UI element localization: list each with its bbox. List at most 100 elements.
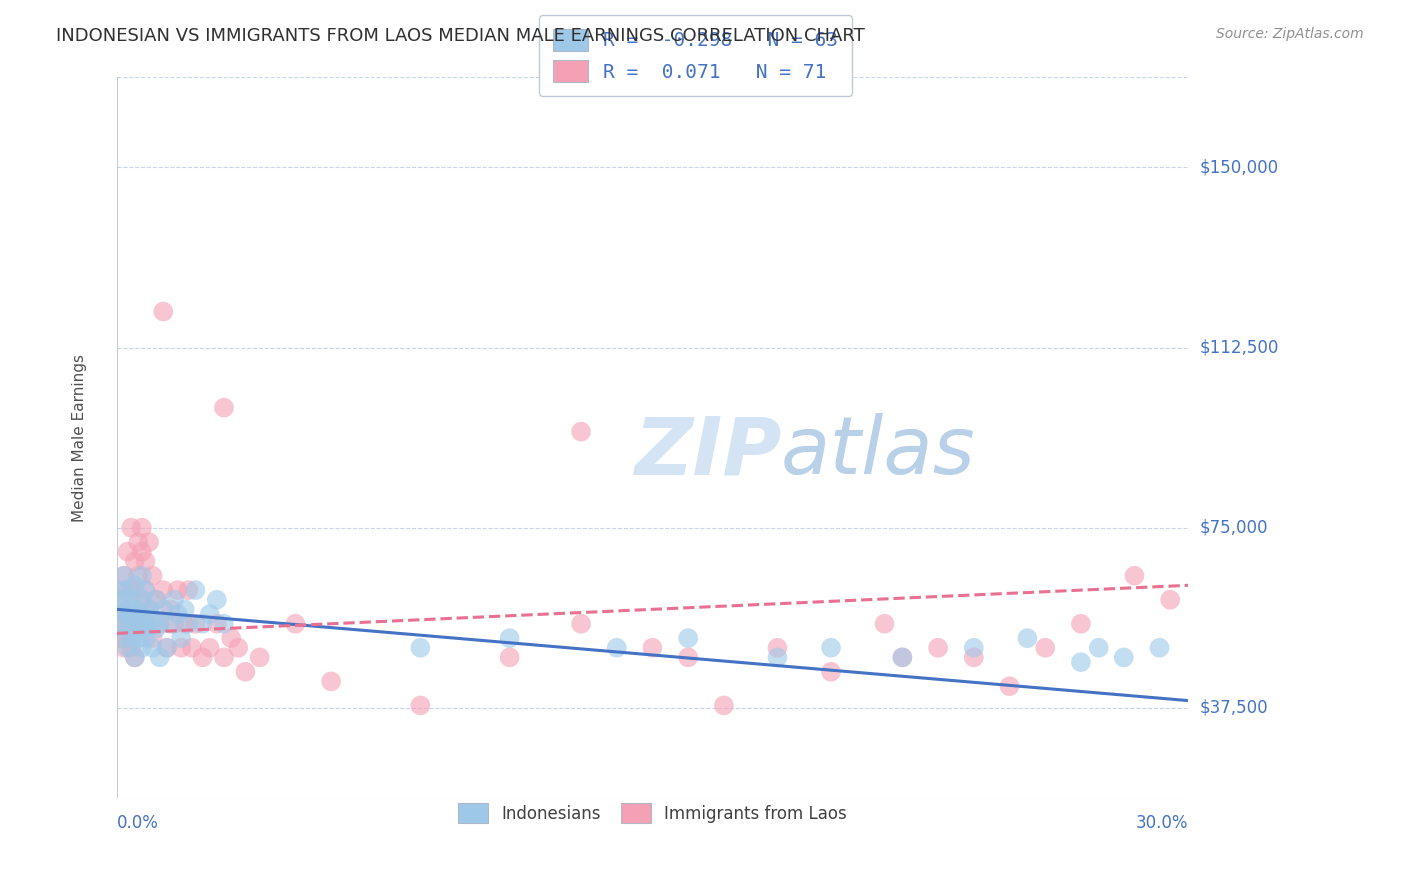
Point [142,631,165,645]
Point [184,583,207,598]
Point [159,616,181,631]
Point [149,616,172,631]
Point [641,640,664,655]
Point [163,592,186,607]
Point [166,583,188,598]
Point [134,583,156,598]
Point [766,640,789,655]
Point [205,592,228,607]
Point [163,616,186,631]
Text: 30.0%: 30.0% [1136,814,1188,832]
Point [138,602,160,616]
Point [127,568,149,582]
Point [124,616,146,631]
Point [124,607,146,621]
Text: Median Male Earnings: Median Male Earnings [72,353,87,522]
Point [110,631,132,645]
Point [1033,640,1056,655]
Text: $112,500: $112,500 [1199,339,1278,357]
Point [927,640,949,655]
Point [766,650,789,665]
Point [170,640,193,655]
Point [180,640,202,655]
Point [1159,592,1181,607]
Text: INDONESIAN VS IMMIGRANTS FROM LAOS MEDIAN MALE EARNINGS CORRELATION CHART: INDONESIAN VS IMMIGRANTS FROM LAOS MEDIA… [56,27,865,45]
Point [110,583,132,598]
Point [156,640,179,655]
Point [152,602,174,616]
Point [120,521,142,535]
Point [1087,640,1109,655]
Point [120,631,142,645]
Point [145,592,167,607]
Point [142,640,165,655]
Point [117,602,139,616]
Point [124,578,146,592]
Point [117,631,139,645]
Point [127,602,149,616]
Point [120,612,142,626]
Point [498,650,520,665]
Point [891,650,914,665]
Point [124,554,146,568]
Point [676,631,699,645]
Point [409,640,432,655]
Point [145,622,167,636]
Point [177,616,200,631]
Point [1017,631,1039,645]
Point [173,602,195,616]
Point [131,545,153,559]
Text: $75,000: $75,000 [1199,518,1268,537]
Point [284,616,307,631]
Point [112,640,135,655]
Point [134,616,156,631]
Point [131,640,153,655]
Point [142,612,165,626]
Point [120,583,142,598]
Point [205,616,228,631]
Point [110,616,132,631]
Point [134,607,156,621]
Point [110,602,132,616]
Point [134,631,156,645]
Point [112,607,135,621]
Legend: Indonesians, Immigrants from Laos: Indonesians, Immigrants from Laos [449,794,856,833]
Point [226,640,249,655]
Point [131,568,153,582]
Text: Source: ZipAtlas.com: Source: ZipAtlas.com [1216,27,1364,41]
Point [120,640,142,655]
Text: 0.0%: 0.0% [117,814,159,832]
Point [124,650,146,665]
Point [191,650,214,665]
Point [820,665,842,679]
Point [1112,650,1135,665]
Point [212,650,235,665]
Point [319,674,342,689]
Point [138,622,160,636]
Point [110,616,132,631]
Point [117,545,139,559]
Point [112,568,135,582]
Point [138,535,160,549]
Point [198,640,221,655]
Point [112,592,135,607]
Point [131,592,153,607]
Point [120,612,142,626]
Point [212,401,235,415]
Text: atlas: atlas [780,413,976,491]
Point [963,650,986,665]
Point [409,698,432,713]
Text: $37,500: $37,500 [1199,698,1268,717]
Point [191,616,214,631]
Point [120,607,142,621]
Point [127,535,149,549]
Point [166,607,188,621]
Point [124,650,146,665]
Point [120,592,142,607]
Point [713,698,735,713]
Text: ZIP: ZIP [634,413,780,491]
Point [127,622,149,636]
Point [198,607,221,621]
Point [569,425,592,439]
Point [138,602,160,616]
